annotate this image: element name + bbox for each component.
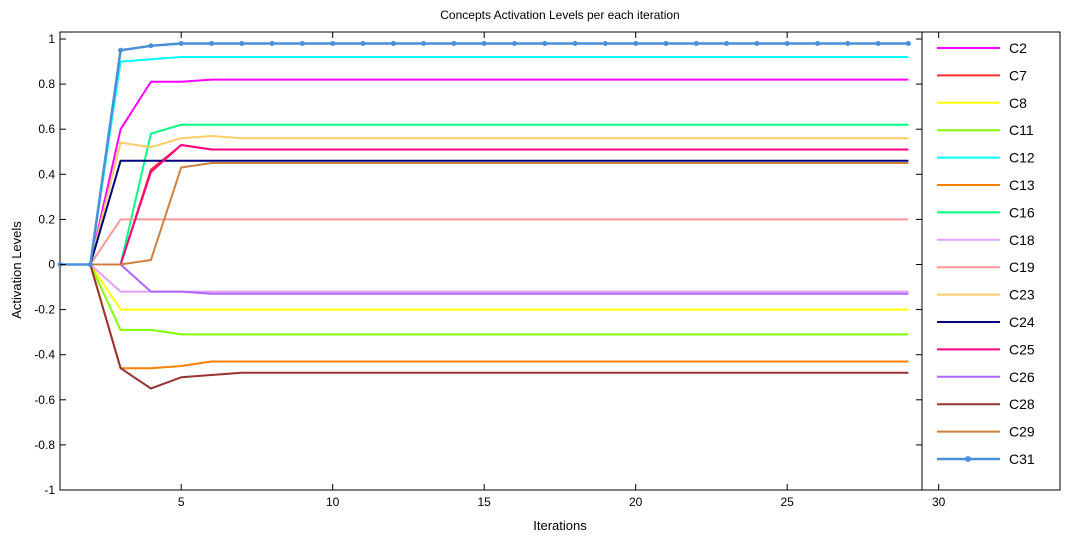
legend-label-c23: C23	[1009, 287, 1035, 303]
legend-label-c8: C8	[1009, 95, 1027, 111]
data-point-c31	[269, 41, 275, 47]
data-point-c31	[481, 41, 487, 47]
chart-title: Concepts Activation Levels per each iter…	[440, 8, 679, 22]
y-tick-label: -0.2	[34, 303, 55, 317]
series-line-c11	[60, 263, 909, 336]
data-point-c31	[208, 41, 214, 47]
series-line-c13	[60, 263, 909, 370]
data-point-c31	[572, 41, 578, 47]
data-point-c31	[814, 41, 820, 47]
plot-lines	[57, 41, 911, 390]
y-tick-label: 0.6	[38, 122, 55, 136]
data-point-c31	[784, 41, 790, 47]
data-point-c31	[845, 41, 851, 47]
legend-label-c11: C11	[1009, 122, 1034, 138]
y-axis: 1 0.8 0.6 0.4 0.2 0 -0.2 -0.4 -0.6 -0.8 -1	[34, 32, 922, 497]
data-point-c31	[663, 41, 669, 47]
legend-label-c16: C16	[1009, 204, 1035, 220]
data-point-c31	[330, 41, 336, 47]
y-tick-label: -0.4	[34, 348, 55, 362]
x-tick-label: 20	[629, 495, 643, 509]
series-line-c23	[60, 135, 909, 266]
x-tick-label: 5	[178, 495, 185, 509]
data-point-c31	[451, 41, 457, 47]
data-point-c31	[511, 41, 517, 47]
x-tick-label: 10	[326, 495, 340, 509]
y-tick-label: 0.4	[38, 167, 55, 181]
data-point-c31	[360, 41, 366, 47]
series-line-c12	[60, 56, 909, 266]
legend-label-c12: C12	[1009, 150, 1035, 166]
data-point-c31	[390, 41, 396, 47]
data-point-c31	[148, 43, 154, 49]
series-line-c19	[60, 218, 909, 266]
x-axis-label: Iterations	[533, 518, 587, 533]
series-line-c25	[60, 144, 909, 266]
series-line-c26	[60, 263, 909, 295]
y-tick-label: 0	[48, 258, 55, 272]
data-point-c31	[724, 41, 730, 47]
y-tick-label: -0.8	[34, 438, 55, 452]
data-point-c31	[693, 41, 699, 47]
y-axis-label: Activation Levels	[9, 221, 24, 319]
data-point-c31	[875, 41, 881, 47]
data-point-c31	[299, 41, 305, 47]
series-line-c24	[60, 159, 909, 266]
legend-label-c28: C28	[1009, 396, 1035, 412]
legend-label-c26: C26	[1009, 369, 1035, 385]
series-line-c8	[60, 263, 909, 311]
y-tick-label: 0.2	[38, 212, 55, 226]
x-tick-label: 30	[932, 495, 946, 509]
legend-label-c24: C24	[1009, 314, 1035, 330]
series-line-c18	[60, 263, 909, 293]
y-tick-label: 0.8	[38, 77, 55, 91]
y-tick-label: -0.6	[34, 393, 55, 407]
legend-label-c13: C13	[1009, 177, 1035, 193]
series-line-c2	[60, 78, 909, 266]
data-point-c31	[421, 41, 427, 47]
series-line-c29	[60, 162, 909, 266]
data-point-c31	[178, 41, 184, 47]
data-point-c31	[542, 41, 548, 47]
legend-marker-c31	[965, 456, 971, 462]
legend-label-c2: C2	[1009, 40, 1027, 56]
series-line-c28	[60, 263, 909, 390]
data-point-c31	[239, 41, 245, 47]
x-tick-label: 25	[780, 495, 794, 509]
legend-label-c18: C18	[1009, 232, 1035, 248]
data-point-c31	[754, 41, 760, 47]
data-point-c31	[602, 41, 608, 47]
x-axis: 5 10 15 20 25 30	[178, 32, 946, 509]
legend-label-c19: C19	[1009, 259, 1035, 275]
y-tick-label: -1	[44, 483, 55, 497]
data-point-c31	[87, 262, 93, 267]
data-point-c31	[633, 41, 639, 47]
plot-area	[59, 31, 1061, 491]
legend: C2 C7 C8 C11 C12 C13 C16 C18 C19 C23 C24 C25 C26 C28 C…	[937, 40, 1035, 467]
legend-label-c29: C29	[1009, 424, 1035, 440]
legend-label-c31: C31	[1009, 451, 1035, 467]
y-tick-label: 1	[48, 32, 55, 46]
data-point-c31	[118, 47, 124, 53]
x-tick-label: 15	[478, 495, 492, 509]
series-line-c16	[60, 123, 909, 266]
data-point-c31	[905, 41, 911, 47]
legend-label-c25: C25	[1009, 341, 1035, 357]
legend-label-c7: C7	[1009, 67, 1027, 83]
